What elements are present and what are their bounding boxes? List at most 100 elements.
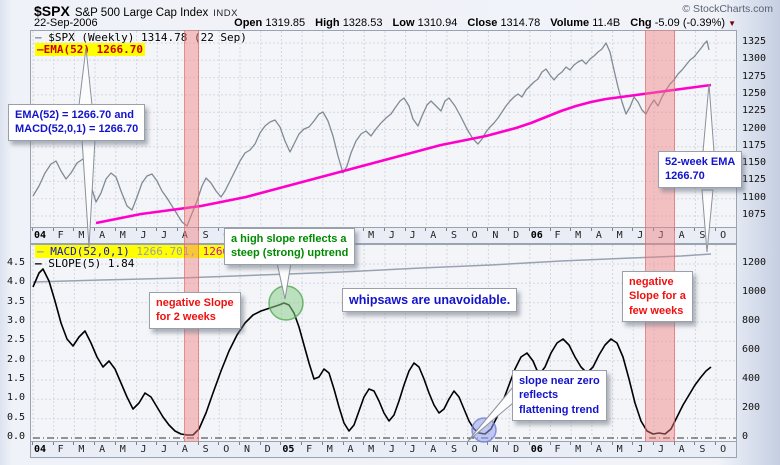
axis-tick-label: 200 — [742, 402, 761, 413]
axis-tick-label: 1225 — [742, 105, 767, 117]
month-label: 04 — [33, 444, 47, 455]
price-right-axis: 1325 1300 1275 1250 1225 1200 1175 1150 1125 1100… — [740, 30, 778, 228]
high-value: 1328.53 — [342, 17, 383, 29]
month-label: D — [513, 230, 520, 241]
month-label: O — [720, 230, 727, 241]
month-label: M — [326, 444, 333, 455]
month-label: F — [554, 230, 561, 241]
axis-tick-label: 0.5 — [6, 411, 25, 423]
month-label: A — [181, 444, 188, 455]
axis-tick — [135, 442, 137, 445]
month-label: S — [202, 230, 209, 241]
month-label: 05 — [282, 444, 295, 455]
axis-tick-label: 4.0 — [6, 276, 25, 288]
month-label: A — [678, 444, 685, 455]
axis-tick — [570, 442, 572, 445]
macd-line — [32, 253, 712, 283]
axis-tick — [404, 228, 406, 231]
chevron-down-icon[interactable]: ▼ — [728, 19, 736, 28]
axis-tick-label: 2.0 — [6, 353, 25, 365]
axis-tick — [487, 228, 489, 231]
month-label: O — [471, 444, 478, 455]
annotation-line: reflects — [519, 389, 559, 402]
annotation-negative-slope-fewwk: negative Slope for a few weeks — [622, 271, 693, 322]
close-label: Close — [467, 17, 498, 29]
annotation-flattening-trend: slope near zero reflects flattening tren… — [512, 370, 607, 421]
axis-tick — [94, 228, 96, 231]
axis-tick — [694, 228, 696, 231]
month-label: A — [595, 444, 602, 455]
price-legend: — $SPX (Weekly) 1314.78 (22 Sep) —EMA(52… — [35, 32, 247, 56]
axis-tick-label: 1300 — [742, 53, 767, 65]
price-legend-row1: — $SPX (Weekly) 1314.78 (22 Sep) — [35, 32, 247, 44]
month-label: 06 — [530, 444, 543, 455]
annotation-line: EMA(52) = 1266.70 and — [15, 109, 134, 121]
title-row: $SPX S&P 500 Large Cap Index INDX — [34, 3, 238, 21]
axis-tick — [549, 442, 551, 445]
axis-tick — [570, 228, 572, 231]
axis-tick-label: 1250 — [742, 87, 767, 99]
axis-tick — [425, 228, 427, 231]
month-label: A — [99, 444, 106, 455]
exchange-label: INDX — [213, 8, 238, 19]
month-label: J — [140, 230, 147, 241]
axis-tick-label: 400 — [742, 373, 761, 384]
axis-tick — [611, 442, 613, 445]
month-label: M — [368, 230, 375, 241]
axis-tick — [383, 228, 385, 231]
annotation-line: a high slope reflects a — [231, 233, 347, 245]
axis-tick — [156, 442, 158, 445]
axis-tick-label: 1175 — [742, 139, 767, 151]
slope-legend-row: — SLOPE(5) 1.84 — [35, 258, 251, 270]
month-label: J — [637, 230, 644, 241]
axis-tick — [590, 228, 592, 231]
month-label: J — [161, 230, 168, 241]
axis-tick — [715, 228, 717, 231]
annotation-line: steep (strong) uptrend — [231, 247, 349, 260]
axis-tick — [673, 442, 675, 445]
month-label: S — [699, 444, 706, 455]
spx-line-swatch: — — [35, 31, 42, 44]
axis-tick-label: 1.0 — [6, 392, 25, 404]
axis-tick — [280, 442, 282, 445]
axis-tick-label: 1325 — [742, 36, 767, 47]
month-label: 06 — [530, 230, 543, 241]
axis-tick — [549, 228, 551, 231]
axis-tick-label: 600 — [742, 344, 761, 355]
high-label: High — [315, 17, 340, 29]
axis-tick — [156, 228, 158, 231]
axis-tick — [32, 442, 33, 445]
axis-tick — [218, 442, 220, 445]
axis-tick-label: 1275 — [742, 70, 767, 82]
annotation-line: 1266.70 — [665, 170, 705, 183]
slope-legend: — MACD(52,0,1) 1266.701, 1266.70 — SLOPE… — [35, 245, 251, 270]
axis-tick-label: 1075 — [742, 209, 767, 220]
month-label: J — [657, 230, 665, 241]
axis-tick-label: 1200 — [742, 122, 767, 134]
axis-tick — [590, 442, 592, 445]
month-label: J — [409, 444, 416, 455]
axis-tick — [363, 228, 365, 231]
month-label: A — [430, 444, 437, 455]
month-label: J — [657, 444, 665, 455]
axis-tick — [404, 442, 406, 445]
axis-tick — [528, 228, 530, 231]
month-label: M — [119, 444, 126, 455]
slope-legend-text: SLOPE(5) 1.84 — [41, 257, 135, 270]
axis-tick — [487, 442, 489, 445]
month-label: N — [492, 230, 499, 241]
axis-tick-label: 1100 — [742, 191, 767, 203]
annotation-line: whipsaws are unavoidable. — [349, 293, 511, 307]
annotation-line: slope near zero — [519, 375, 600, 387]
month-label: J — [388, 230, 395, 241]
month-label: J — [140, 444, 147, 455]
month-label: F — [554, 444, 561, 455]
axis-tick-label: 3.5 — [6, 295, 25, 307]
index-name: S&P 500 Large Cap Index — [74, 7, 209, 19]
axis-tick — [446, 442, 447, 445]
month-label: M — [78, 444, 85, 455]
axis-tick — [653, 442, 654, 445]
annotation-line: 52-week EMA — [665, 156, 736, 168]
chg-label: Chg — [630, 17, 652, 29]
